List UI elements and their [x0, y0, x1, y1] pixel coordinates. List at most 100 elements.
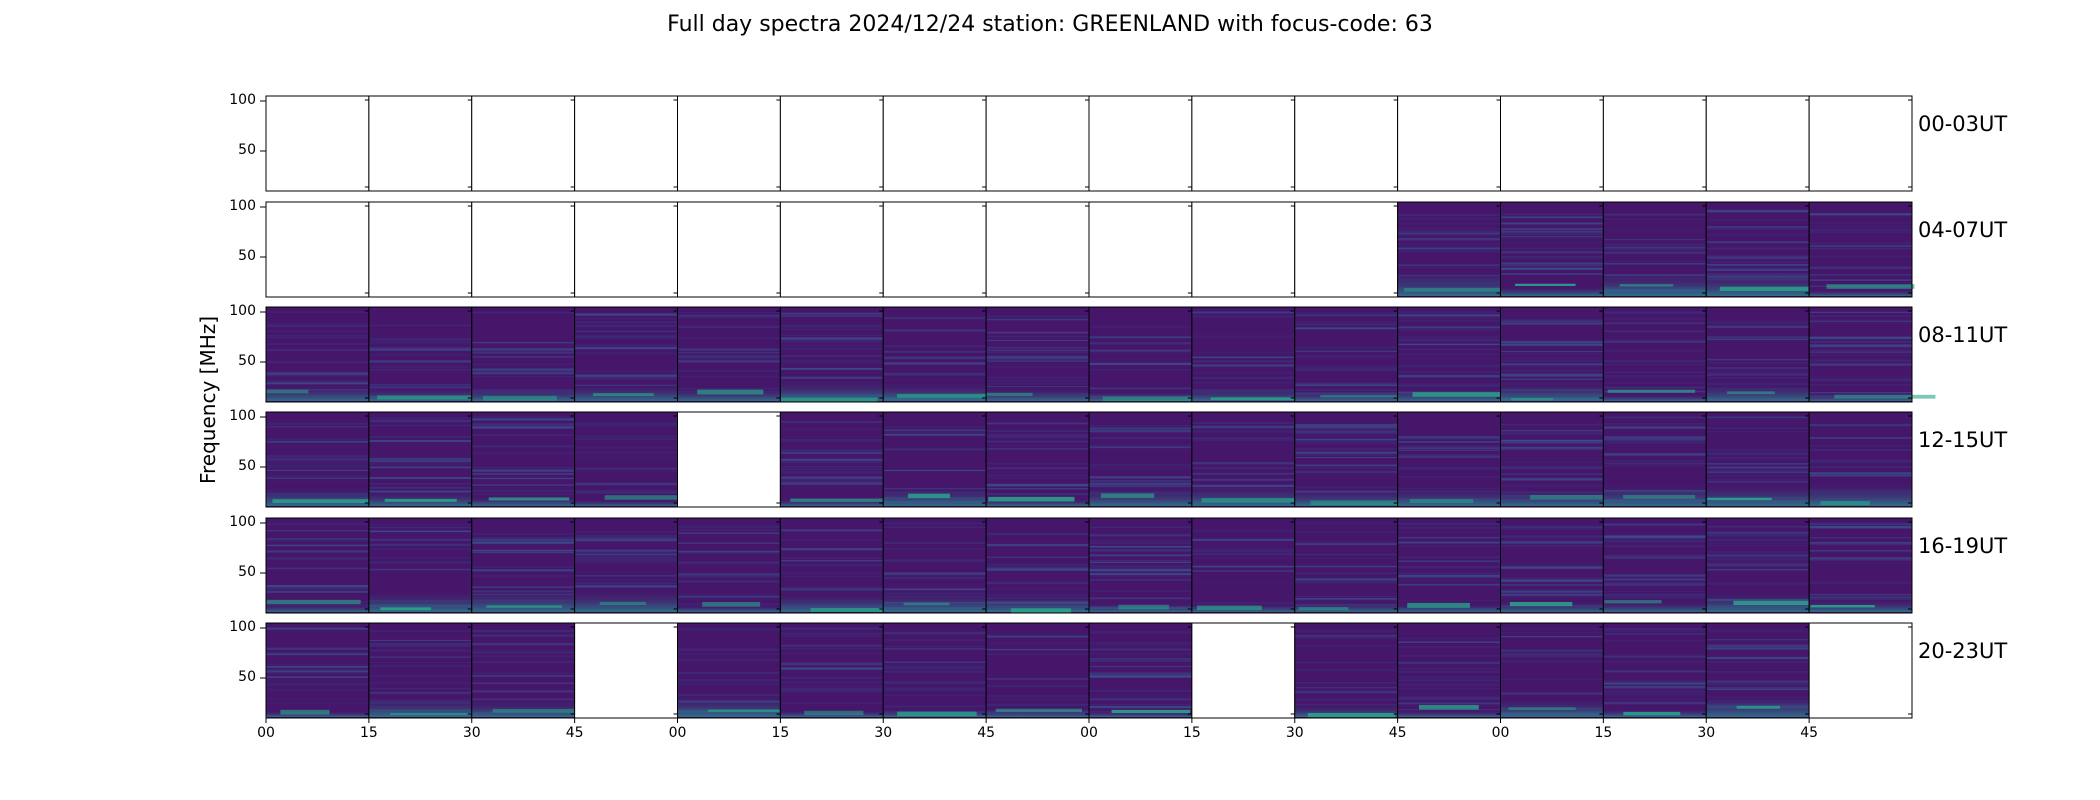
spectrum-panel-background [677, 518, 781, 613]
spectrum-band [1397, 352, 1501, 356]
spectrum-band [471, 418, 575, 421]
spectrum-band [1603, 248, 1707, 251]
spectrum-band [266, 544, 369, 547]
spectrum-band [883, 631, 987, 634]
spectrum-band [1500, 343, 1604, 347]
spectrum-band [1603, 382, 1707, 384]
spectrum-panel-background [574, 202, 678, 297]
spectrum-band [471, 493, 575, 496]
spectrum-band [1809, 557, 1912, 560]
spectrum-band [1397, 374, 1501, 378]
spectrum-panel [471, 306, 576, 403]
spectrum-panel [1088, 95, 1193, 192]
spectrum-band [780, 634, 884, 637]
low-frequency-emission [790, 498, 891, 502]
spectrum-panel [1808, 306, 1936, 403]
spectrum-band [1191, 335, 1295, 338]
spectrum-band [1706, 358, 1810, 361]
low-frequency-band [1397, 486, 1501, 506]
spectrum-band [1809, 474, 1912, 477]
spectrum-panel-background [1191, 307, 1295, 402]
spectrum-band [986, 336, 1089, 338]
spectrum-band [574, 325, 678, 327]
spectrum-band [1500, 264, 1604, 267]
spectrum-band [1500, 584, 1604, 586]
spectrum-band [1191, 364, 1295, 367]
low-frequency-band [574, 499, 678, 506]
spectrum-band [574, 446, 678, 449]
spectrum-band [1089, 480, 1192, 482]
spectrum-band [780, 340, 884, 343]
spectrum-band [1706, 474, 1810, 477]
spectrum-band [368, 338, 472, 341]
spectrum-band [1706, 684, 1810, 686]
spectrum-panel-background [883, 623, 987, 718]
low-frequency-emission [1623, 711, 1681, 716]
spectrum-band [1500, 360, 1604, 363]
spectrum-band [1706, 661, 1810, 664]
spectrum-panel-background [1089, 623, 1192, 718]
spectrum-band [1500, 528, 1604, 531]
spectrum-band [574, 451, 678, 454]
spectrum-band [266, 325, 369, 327]
spectrum-panel-background [266, 96, 369, 191]
spectrum-band [266, 676, 369, 678]
spectrum-band [1089, 643, 1192, 646]
spectrum-band [986, 648, 1089, 651]
spectrum-panel-background [1294, 96, 1398, 191]
spectrum-band [986, 376, 1089, 379]
spectrum-band [368, 568, 472, 571]
spectrum-band [986, 566, 1089, 569]
spectrum-band [986, 677, 1089, 680]
spectrum-band [883, 542, 987, 544]
spectrum-band [574, 551, 678, 554]
spectrum-band [1191, 351, 1295, 354]
spectrum-band [1191, 462, 1295, 465]
spectrum-band [1603, 426, 1707, 429]
spectrum-band [1500, 447, 1604, 449]
spectrum-band [266, 646, 369, 649]
spectrum-band [1603, 422, 1707, 425]
spectrum-band [574, 370, 678, 373]
spectrum-panel [1397, 306, 1505, 403]
spectrum-panel-background [471, 307, 575, 402]
spectrum-band [780, 644, 884, 647]
spectrum-band [883, 351, 987, 353]
spectrum-band [1191, 356, 1295, 358]
low-frequency-band [368, 490, 472, 506]
spectrum-band [471, 649, 575, 652]
spectrum-band [266, 663, 369, 666]
spectrum-band [1397, 247, 1501, 250]
low-frequency-emission [604, 495, 694, 500]
low-frequency-band [1706, 271, 1810, 296]
spectrum-panel [985, 306, 1090, 403]
spectrum-band [1500, 563, 1604, 566]
y-tick-label: 100 [229, 303, 256, 319]
spectrum-panel [574, 306, 678, 403]
low-frequency-emission [266, 389, 309, 394]
spectrum-band [471, 416, 575, 418]
spectrum-band [1500, 423, 1604, 426]
spectrum-panel [1602, 201, 1707, 298]
spectrum-band [1089, 446, 1192, 449]
spectrum-band [1397, 661, 1501, 665]
low-frequency-emission [810, 608, 912, 612]
low-frequency-emission [488, 497, 570, 501]
spectrum-band [471, 634, 575, 637]
spectrum-band [883, 646, 987, 648]
spectrum-band [266, 627, 369, 630]
spectrum-band [883, 431, 987, 433]
low-frequency-emission [1412, 392, 1505, 397]
spectrum-panel [1191, 306, 1309, 403]
spectrum-panel [1294, 622, 1399, 719]
spectrum-band [1706, 466, 1810, 469]
spectrum-band [471, 348, 575, 351]
spectrum-band [1603, 628, 1707, 631]
spectrum-band [883, 446, 987, 450]
spectrum-band [574, 535, 678, 537]
spectrum-band [1294, 448, 1398, 451]
spectrum-band [1397, 687, 1501, 690]
spectrum-band [368, 368, 472, 372]
spectrum-band [266, 652, 369, 654]
spectrum-band [1397, 645, 1501, 647]
